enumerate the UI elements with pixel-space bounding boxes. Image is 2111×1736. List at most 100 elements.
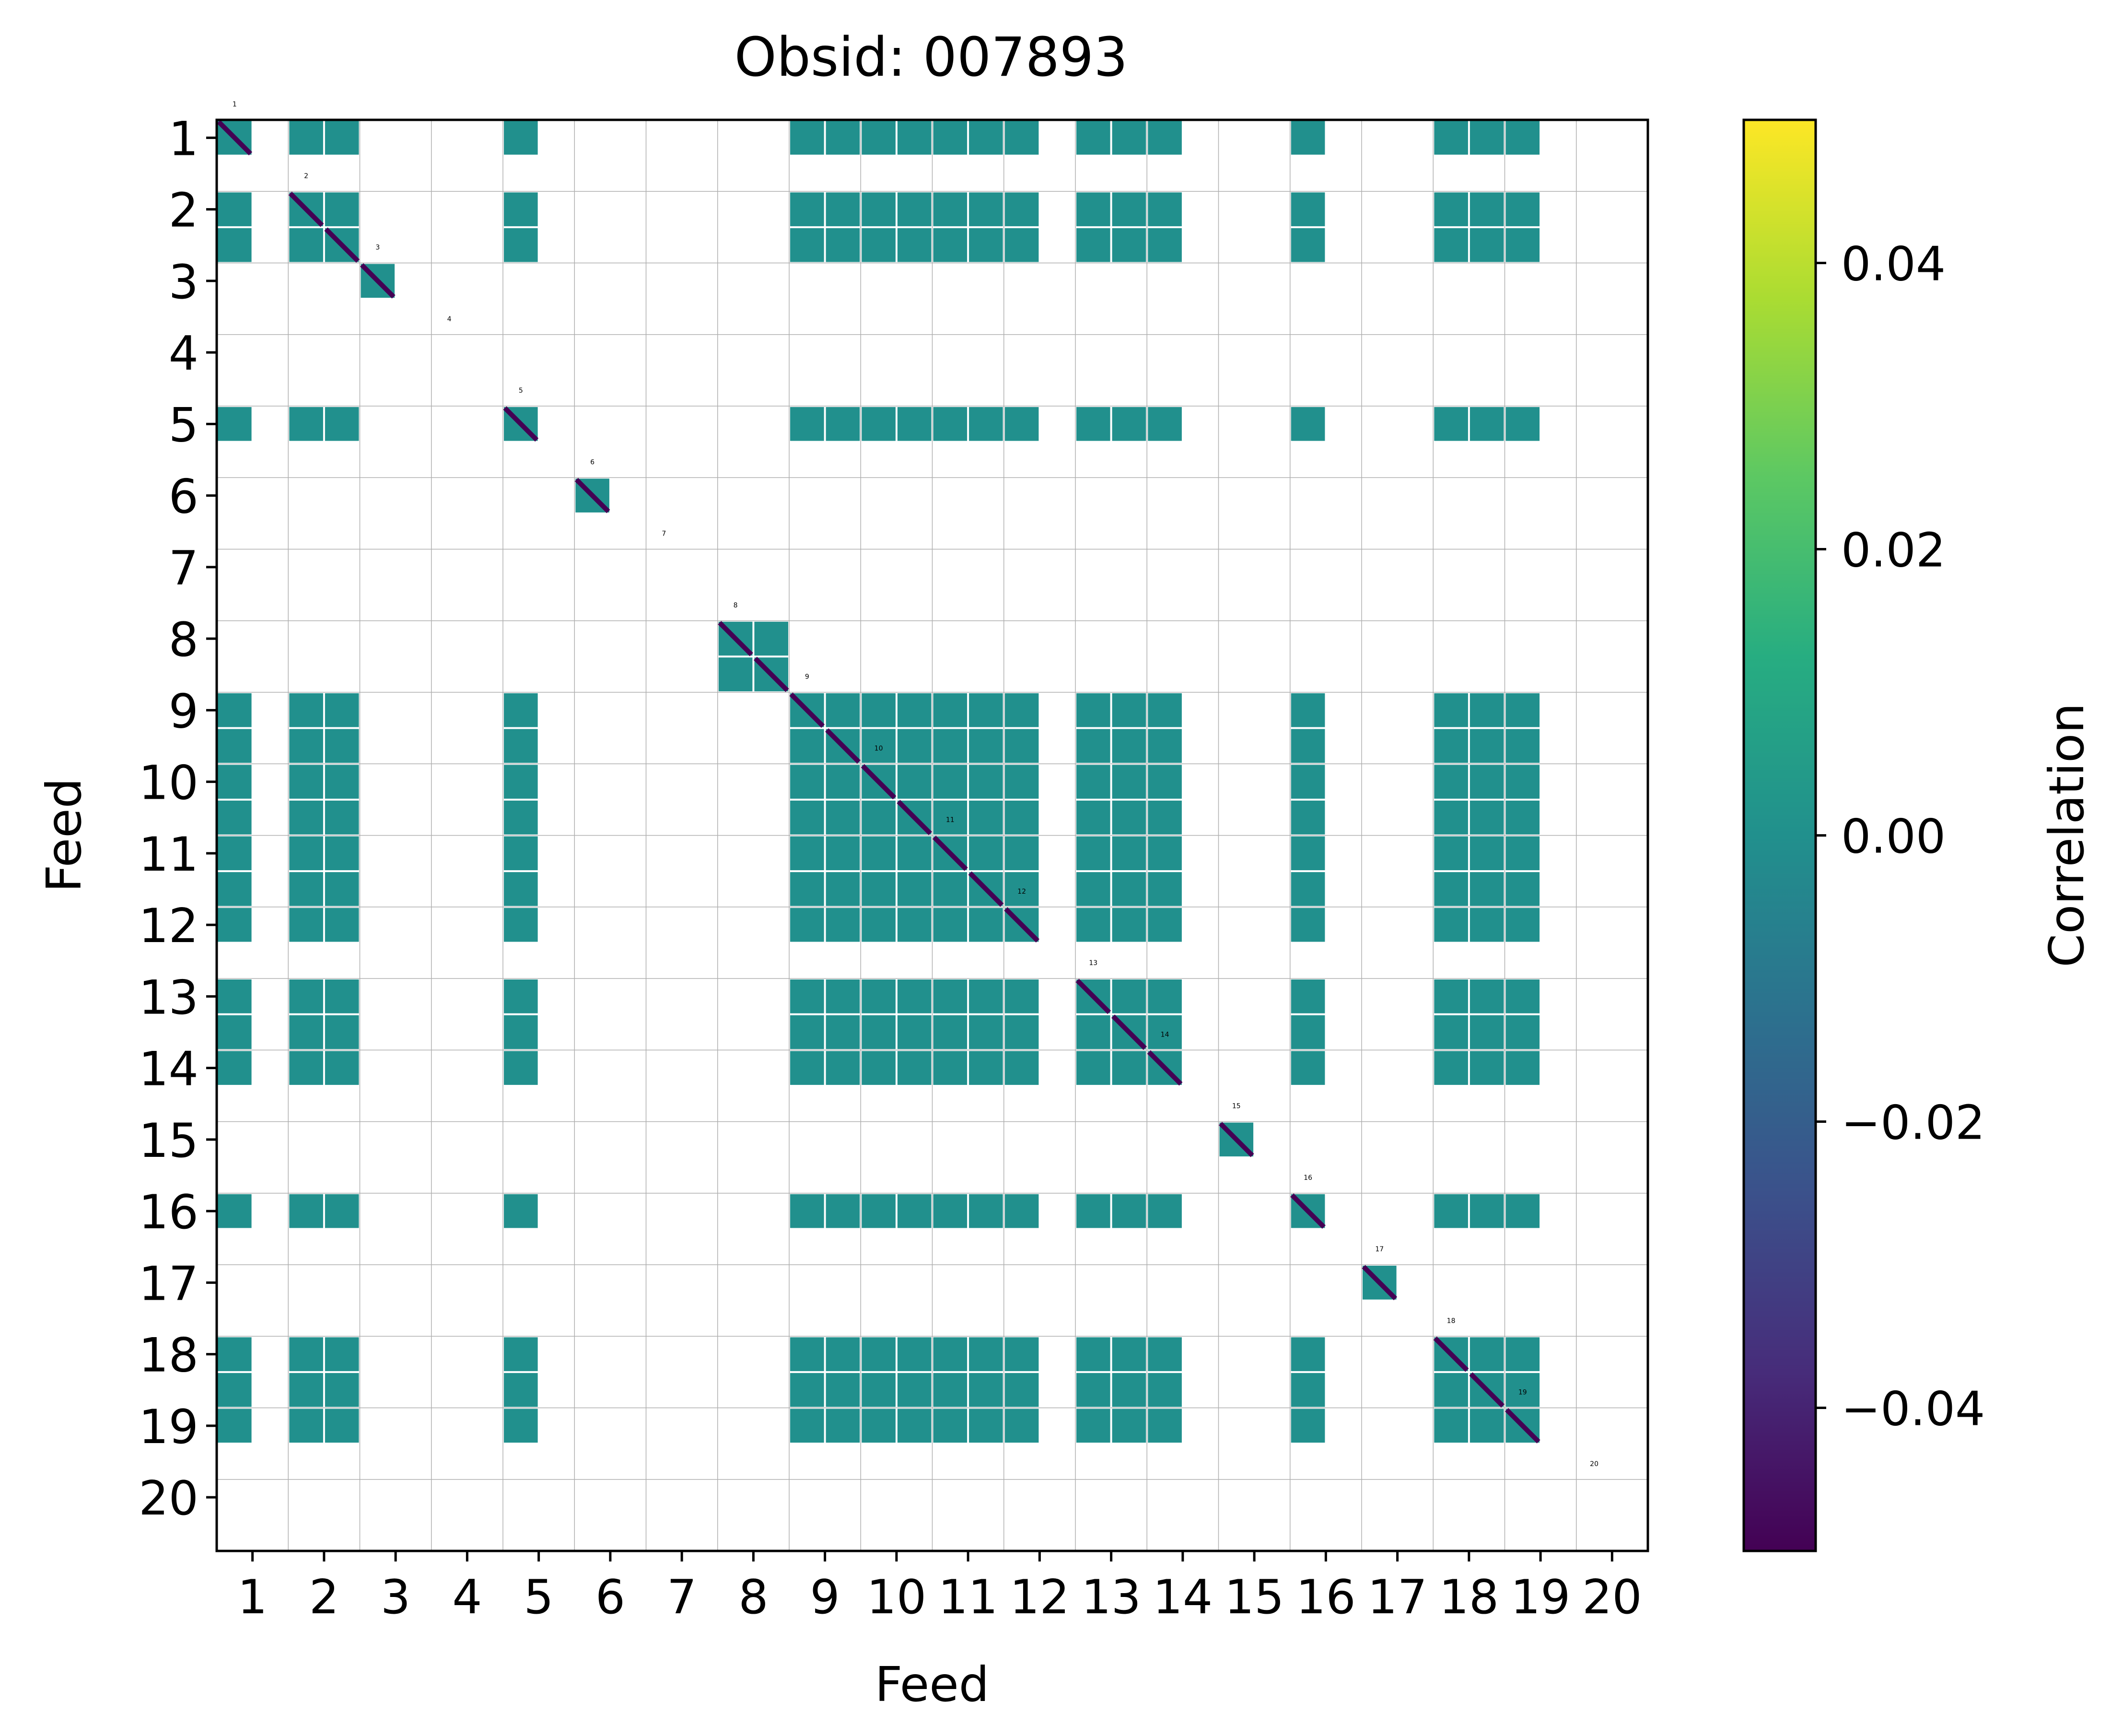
diagonal-label: 20 [1590, 1460, 1598, 1468]
heatmap-cell [1291, 693, 1325, 727]
heatmap-cell [289, 1194, 323, 1228]
heatmap-cell [897, 192, 932, 226]
heatmap-cell [1004, 1051, 1039, 1085]
heatmap-cell [504, 192, 538, 226]
diagonal-label: 13 [1089, 959, 1097, 967]
diagonal-cell [360, 263, 396, 299]
heatmap-cell [504, 979, 538, 1014]
diagonal-label: 4 [447, 315, 452, 323]
heatmap-cell [1148, 765, 1182, 799]
heatmap-cell [1004, 1409, 1039, 1443]
heatmap-cell [1112, 908, 1146, 942]
heatmap-cell [933, 1337, 968, 1371]
heatmap-cell [1434, 765, 1468, 799]
heatmap-cell [933, 908, 968, 942]
diagonal-label: 8 [734, 602, 738, 609]
heatmap-cells [217, 120, 1540, 1444]
x-tick-label: 3 [381, 1570, 410, 1625]
heatmap-cell [969, 979, 1003, 1014]
heatmap-cell [969, 407, 1003, 441]
x-tick-label: 6 [595, 1570, 625, 1625]
x-tick-label: 7 [667, 1570, 697, 1625]
heatmap-cell [1470, 908, 1504, 942]
heatmap-cell [897, 979, 932, 1014]
heatmap-cell [1505, 693, 1540, 727]
diagonal-label: 19 [1518, 1389, 1527, 1397]
heatmap-cell [897, 836, 932, 871]
colorbar-tick-label: 0.00 [1841, 810, 1946, 864]
heatmap-cell [1434, 1373, 1468, 1407]
heatmap-cell [1505, 872, 1540, 906]
heatmap-cell [790, 1051, 824, 1085]
y-tick-label: 20 [139, 1471, 198, 1526]
heatmap-cell [826, 693, 860, 727]
diagonal-cell [324, 227, 360, 263]
heatmap-cell [969, 228, 1003, 262]
heatmap-cell [1004, 192, 1039, 226]
heatmap-cell [1148, 800, 1182, 835]
heatmap-cell [862, 1373, 896, 1407]
heatmap-cell [862, 228, 896, 262]
heatmap-cell [504, 872, 538, 906]
heatmap-cell [218, 407, 252, 441]
heatmap-cell [325, 121, 359, 155]
heatmap-cell [1291, 765, 1325, 799]
heatmap-cell [1505, 407, 1540, 441]
heatmap-cell [897, 729, 932, 763]
heatmap-cell [1470, 872, 1504, 906]
heatmap-cell [504, 729, 538, 763]
x-tick-label: 5 [524, 1570, 553, 1625]
diagonal-cell [718, 621, 753, 656]
heatmap-cell [1112, 228, 1146, 262]
diagonal-cell [1505, 1408, 1540, 1444]
heatmap-cell [1470, 1337, 1504, 1371]
x-tick-label: 20 [1582, 1570, 1642, 1625]
heatmap-cell [1148, 872, 1182, 906]
heatmap-cell [969, 729, 1003, 763]
diagonal-label: 2 [304, 172, 308, 180]
heatmap-cell [1291, 836, 1325, 871]
diagonal-cell [789, 692, 825, 728]
heatmap-cell [1291, 979, 1325, 1014]
heatmap-cell [1291, 121, 1325, 155]
heatmap-cell [289, 800, 323, 835]
heatmap-cell [1434, 192, 1468, 226]
heatmap-cell [969, 1337, 1003, 1371]
diagonal-label: 14 [1161, 1031, 1169, 1038]
heatmap-cell [826, 800, 860, 835]
heatmap-cell [218, 1337, 252, 1371]
heatmap-cell [1470, 407, 1504, 441]
heatmap-cell [790, 228, 824, 262]
heatmap-cell [790, 836, 824, 871]
heatmap-cell [218, 1409, 252, 1443]
heatmap-cell [1470, 1015, 1504, 1049]
heatmap-cell [897, 1015, 932, 1049]
heatmap-cell [897, 1051, 932, 1085]
colorbar-tick-label: −0.02 [1841, 1096, 1985, 1151]
diagonal-cell [1469, 1372, 1505, 1408]
heatmap-cell [1112, 407, 1146, 441]
heatmap-cell [1076, 872, 1110, 906]
heatmap-cell [289, 1015, 323, 1049]
diagonal-label: 17 [1375, 1246, 1384, 1253]
heatmap-cell [1434, 908, 1468, 942]
heatmap-cell [218, 836, 252, 871]
diagonal-cell [1004, 907, 1039, 943]
heatmap-cell [897, 908, 932, 942]
heatmap-cell [1112, 979, 1146, 1014]
heatmap-cell [897, 765, 932, 799]
colorbar-gradient [1744, 120, 1816, 1551]
heatmap-cell [218, 1015, 252, 1049]
y-tick-label: 14 [139, 1042, 198, 1097]
heatmap-cell [933, 121, 968, 155]
heatmap-cell [754, 621, 788, 656]
heatmap-cell [826, 872, 860, 906]
heatmap-cell [790, 872, 824, 906]
heatmap-cell [897, 1373, 932, 1407]
heatmap-cell [1004, 1015, 1039, 1049]
diagonal-cell [1111, 1014, 1147, 1050]
heatmap-cell [1112, 1337, 1146, 1371]
heatmap-cell [218, 1373, 252, 1407]
gridlines [217, 120, 1648, 1551]
